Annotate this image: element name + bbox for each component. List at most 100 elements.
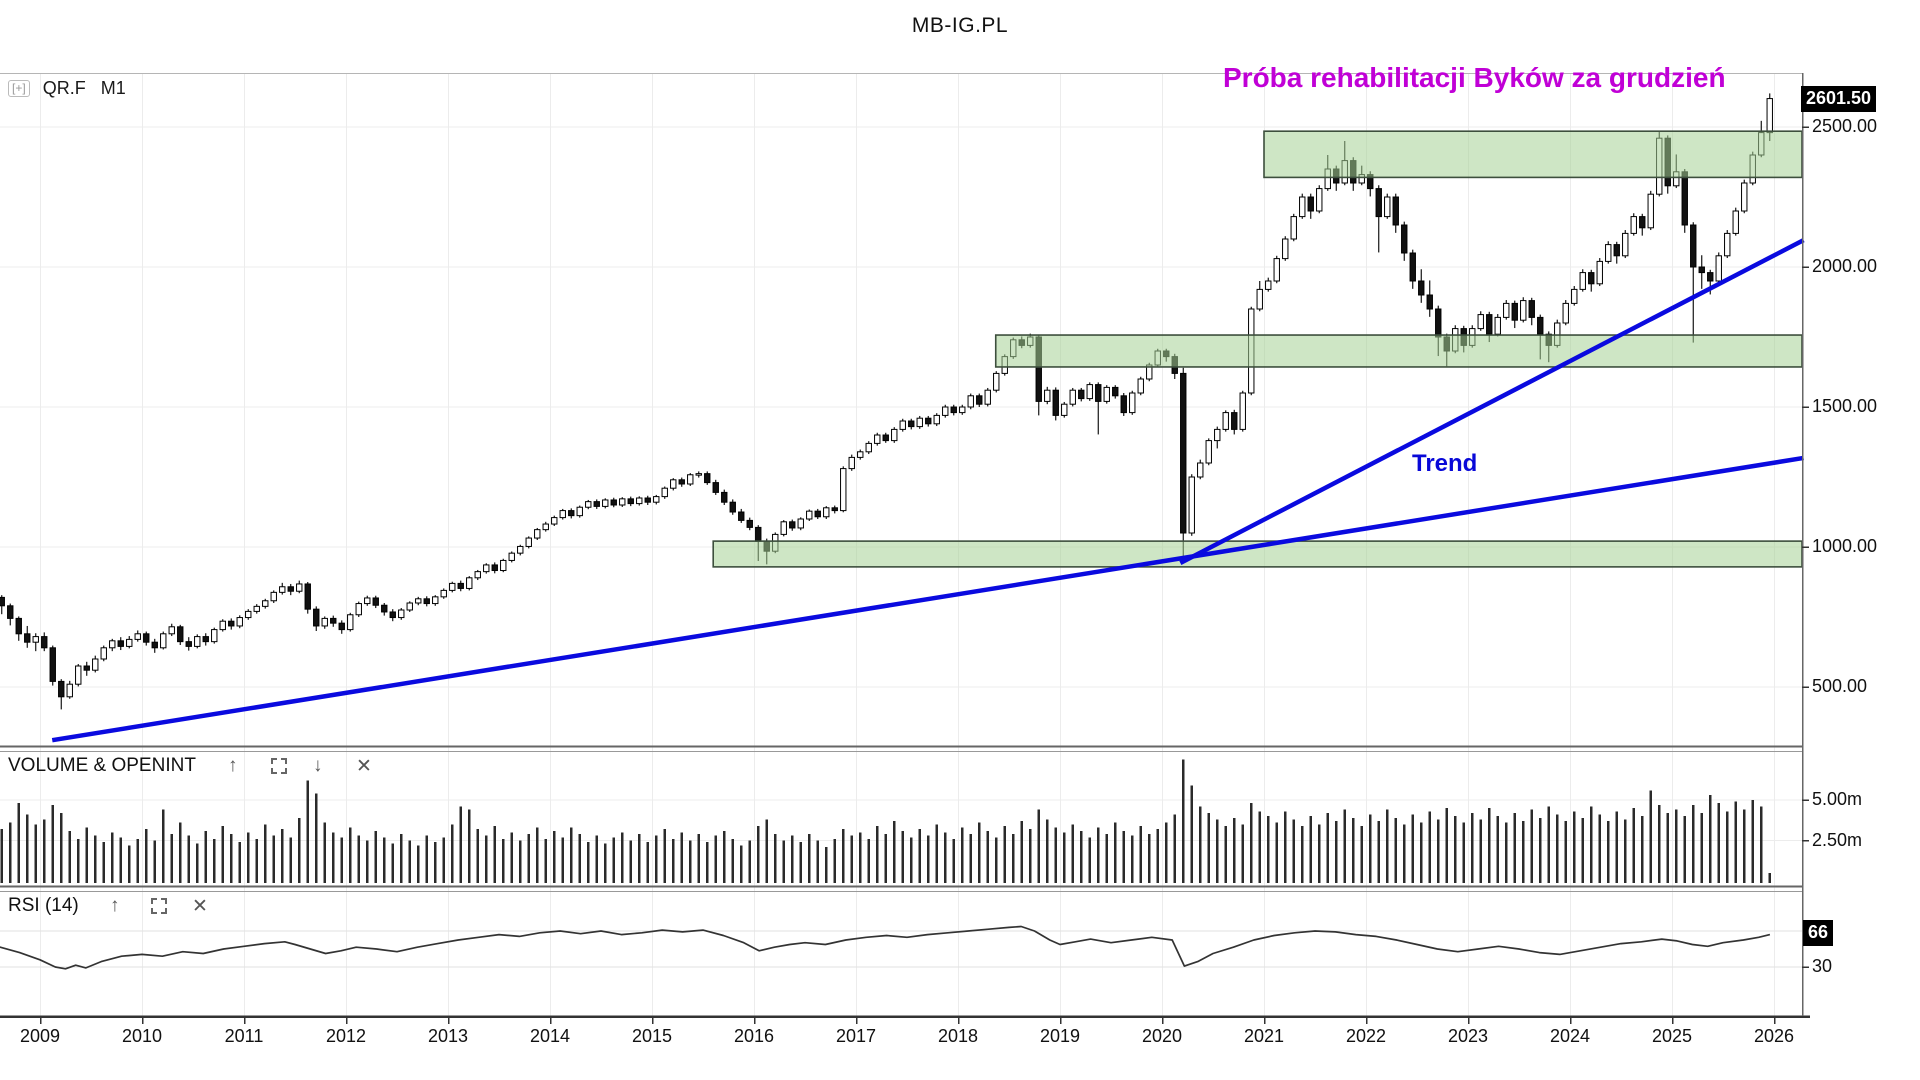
x-axis-label-2025: 2025 xyxy=(1651,1026,1693,1046)
candle-body xyxy=(347,614,354,631)
volume-bar xyxy=(1097,827,1100,883)
maximize-icon[interactable] xyxy=(151,898,167,914)
volume-bar xyxy=(1496,816,1499,883)
candle-body xyxy=(1520,300,1527,321)
volume-bar xyxy=(833,838,836,883)
volume-bar xyxy=(179,822,182,883)
volume-bar xyxy=(519,840,522,883)
move-up-icon[interactable]: ↑ xyxy=(110,895,120,916)
volume-bar xyxy=(723,830,726,883)
move-up-icon[interactable]: ↑ xyxy=(228,755,238,776)
candle-body xyxy=(687,474,694,485)
candle-body xyxy=(160,633,167,649)
candle-body xyxy=(185,641,192,647)
candle-body xyxy=(1137,378,1144,394)
candle-body xyxy=(1103,386,1110,402)
candle-body xyxy=(1613,244,1620,257)
candle-body xyxy=(483,564,490,573)
volume-bar xyxy=(646,842,649,883)
volume-bar xyxy=(196,843,199,883)
candle-body xyxy=(194,636,201,647)
candle-body xyxy=(1766,98,1773,134)
candle-body xyxy=(83,665,90,671)
candle-body xyxy=(1188,476,1195,534)
volume-panel-title: VOLUME & OPENINT xyxy=(8,755,196,776)
candle-body xyxy=(551,517,558,525)
price-axis-label: 2500.00 xyxy=(1812,116,1878,136)
candle-body xyxy=(1069,389,1076,405)
volume-bar xyxy=(1445,808,1448,883)
candle-body xyxy=(1418,280,1425,296)
page-title: MB-IG.PL xyxy=(911,14,1009,37)
candle-body xyxy=(1290,216,1297,240)
maximize-icon[interactable] xyxy=(271,758,287,774)
candle-body xyxy=(92,658,99,671)
candle-body xyxy=(568,510,575,517)
x-axis-label-2021: 2021 xyxy=(1243,1026,1285,1046)
candle-body xyxy=(143,633,150,643)
candle-body xyxy=(1044,389,1051,402)
volume-bar xyxy=(1250,803,1253,883)
candle-body xyxy=(1596,260,1603,285)
volume-bar xyxy=(1700,812,1703,883)
candle-body xyxy=(593,501,600,507)
volume-bar xyxy=(0,829,3,883)
volume-bar xyxy=(1207,812,1210,883)
volume-bar xyxy=(255,838,258,883)
close-icon[interactable]: ✕ xyxy=(192,896,208,917)
volume-bar xyxy=(281,829,284,883)
volume-bar xyxy=(451,824,454,883)
volume-bar xyxy=(1054,827,1057,883)
volume-bar xyxy=(1003,825,1006,883)
volume-bar xyxy=(791,835,794,883)
volume-bar xyxy=(213,838,216,883)
volume-bar xyxy=(1607,821,1610,883)
candle-body xyxy=(831,507,838,512)
volume-bar xyxy=(595,835,598,883)
candle-body xyxy=(100,647,107,660)
candle-body xyxy=(1205,440,1212,464)
volume-bar xyxy=(1760,806,1763,883)
candle-body xyxy=(729,501,736,513)
volume-bar xyxy=(570,827,573,883)
volume-bar xyxy=(340,837,343,883)
volume-bar xyxy=(221,825,224,883)
volume-bar xyxy=(34,824,37,883)
volume-bar xyxy=(1641,816,1644,883)
volume-bar xyxy=(417,845,420,883)
rsi-panel-header: RSI (14) ↑ ✕ xyxy=(0,895,1802,925)
volume-bar xyxy=(315,793,318,883)
volume-bar xyxy=(1020,821,1023,883)
candle-body xyxy=(1384,196,1391,218)
volume-bar xyxy=(102,842,105,883)
candle-body xyxy=(32,636,39,643)
volume-bar xyxy=(1165,822,1168,883)
move-down-icon[interactable]: ↓ xyxy=(313,755,323,776)
volume-bar xyxy=(9,822,12,883)
volume-bar xyxy=(714,835,717,883)
volume-bar xyxy=(978,822,981,883)
volume-bar xyxy=(1666,812,1669,883)
volume-bar xyxy=(425,835,428,883)
candle-body xyxy=(1129,392,1136,414)
volume-bar xyxy=(1454,816,1457,883)
volume-bar xyxy=(1088,837,1091,883)
volume-bar xyxy=(502,838,505,883)
candle-body xyxy=(653,496,660,503)
volume-bar xyxy=(77,838,80,883)
price-axis-label: 1500.00 xyxy=(1812,396,1878,416)
volume-bar xyxy=(1012,834,1015,883)
candle-body xyxy=(449,582,456,591)
close-icon[interactable]: ✕ xyxy=(356,756,372,777)
expand-plus-icon[interactable]: [+] xyxy=(8,80,30,97)
candle-body xyxy=(1078,389,1085,400)
candle-body xyxy=(321,617,328,627)
candle-body xyxy=(296,583,303,592)
volume-bar xyxy=(1360,825,1363,883)
candle-body xyxy=(304,583,311,610)
rsi-line xyxy=(0,925,1771,970)
candle-body xyxy=(500,559,507,572)
volume-bar xyxy=(859,832,862,883)
volume-bar xyxy=(323,822,326,883)
